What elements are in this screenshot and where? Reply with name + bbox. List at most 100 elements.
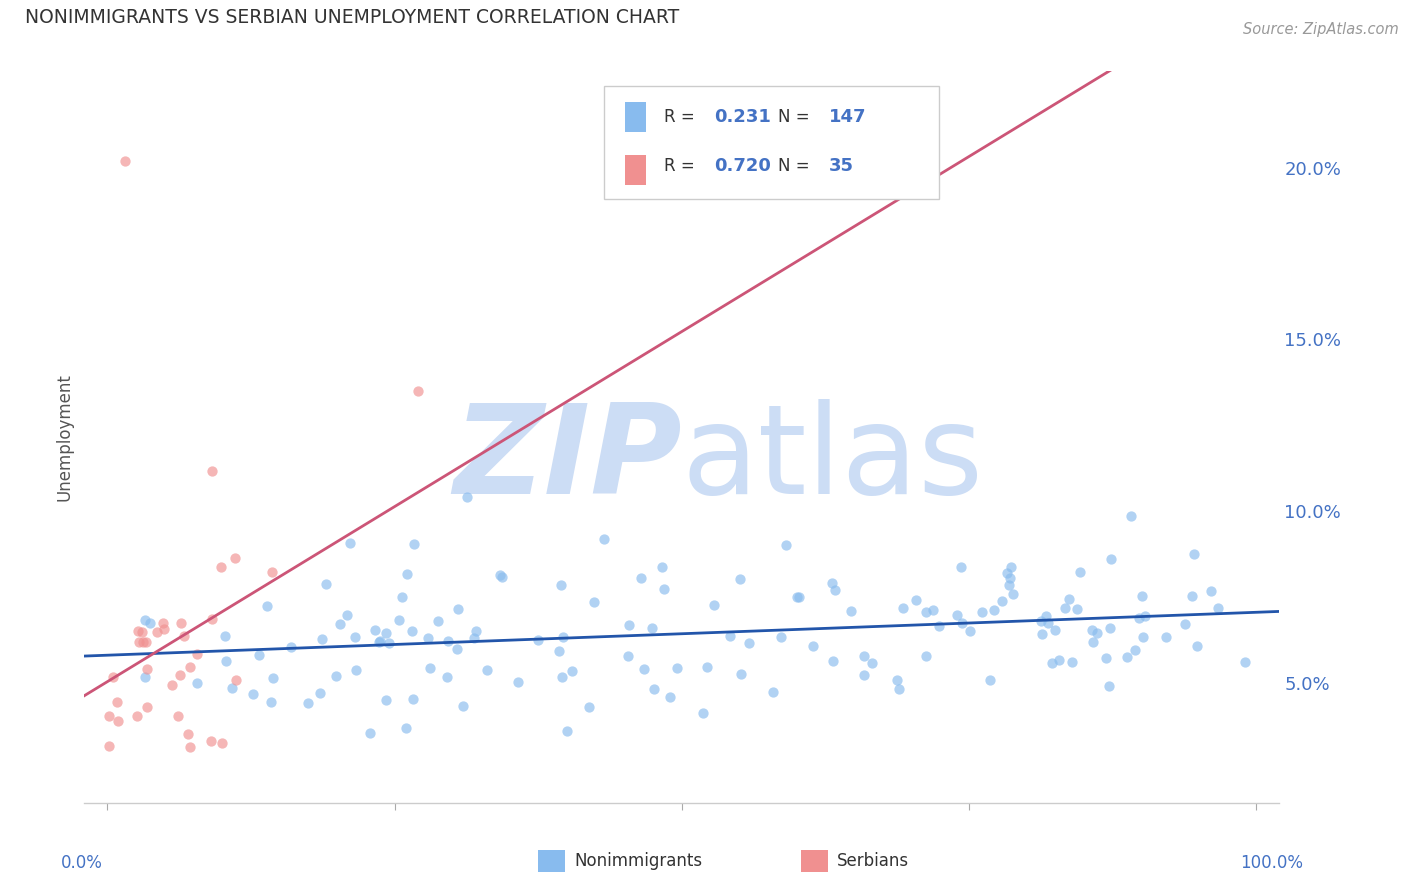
Point [325,669,347,683]
Point [370,634,392,648]
Point [260,565,283,579]
Point [703,598,725,612]
FancyBboxPatch shape [538,850,565,872]
Point [550,578,572,592]
Point [696,660,718,674]
Point [136,662,159,676]
Point [394,722,416,736]
Point [225,673,247,687]
Point [821,576,844,591]
Point [1000,560,1022,574]
FancyBboxPatch shape [624,155,647,185]
Point [339,536,361,550]
Point [950,616,973,631]
Point [114,153,136,168]
Point [127,709,149,723]
Point [548,644,571,658]
Point [391,590,413,604]
Point [959,624,981,638]
Point [1154,630,1177,644]
Point [262,672,284,686]
Point [359,725,381,739]
Point [105,695,128,709]
Point [134,670,156,684]
Point [209,559,232,574]
Text: Serbians: Serbians [838,853,910,871]
Point [146,625,169,640]
Point [1062,655,1084,669]
Point [839,604,862,618]
Point [891,601,914,615]
FancyBboxPatch shape [801,850,828,872]
Point [1128,611,1150,625]
Point [633,662,655,676]
Point [852,668,875,682]
Point [127,624,149,638]
Text: R =: R = [664,109,700,127]
Point [256,599,278,614]
Text: 35: 35 [830,158,853,176]
Point [344,663,367,677]
Point [167,708,190,723]
Point [315,577,337,591]
Text: 0.0%: 0.0% [60,854,103,872]
FancyBboxPatch shape [624,103,647,132]
Point [179,659,201,673]
Point [1234,655,1257,669]
Point [555,723,578,738]
Point [402,692,425,706]
Point [775,538,797,552]
Point [1069,565,1091,579]
FancyBboxPatch shape [605,86,939,200]
Point [659,690,682,705]
Point [1066,602,1088,616]
Point [1059,591,1081,606]
Point [139,615,162,630]
Point [437,634,460,648]
Point [550,670,572,684]
Y-axis label: Unemployment: Unemployment [55,373,73,501]
Point [991,594,1014,608]
Point [630,571,652,585]
Point [1206,601,1229,615]
Text: N =: N = [778,109,814,127]
Point [135,635,157,649]
Point [1181,589,1204,603]
Point [378,636,401,650]
Point [583,595,606,609]
Point [329,617,352,632]
Point [456,490,478,504]
Point [404,536,426,550]
Point [214,629,236,643]
Point [1201,583,1223,598]
Point [128,634,150,648]
Point [344,630,367,644]
Point [152,622,174,636]
Point [738,636,761,650]
Point [221,681,243,695]
Point [97,708,120,723]
Point [224,551,246,566]
Point [1098,621,1121,635]
Point [1123,643,1146,657]
Point [418,631,440,645]
Point [477,663,499,677]
Point [1043,624,1066,638]
Point [946,607,969,622]
Point [179,740,201,755]
Point [928,619,950,633]
Point [617,648,640,663]
Point [1119,508,1142,523]
Point [1174,617,1197,632]
Point [177,727,200,741]
Point [889,682,911,697]
Point [97,739,120,753]
Text: 147: 147 [830,109,866,127]
Point [336,608,359,623]
Point [211,736,233,750]
Point [643,681,665,696]
Point [186,647,208,661]
Point [169,667,191,681]
Point [1049,653,1071,667]
Point [998,571,1021,585]
